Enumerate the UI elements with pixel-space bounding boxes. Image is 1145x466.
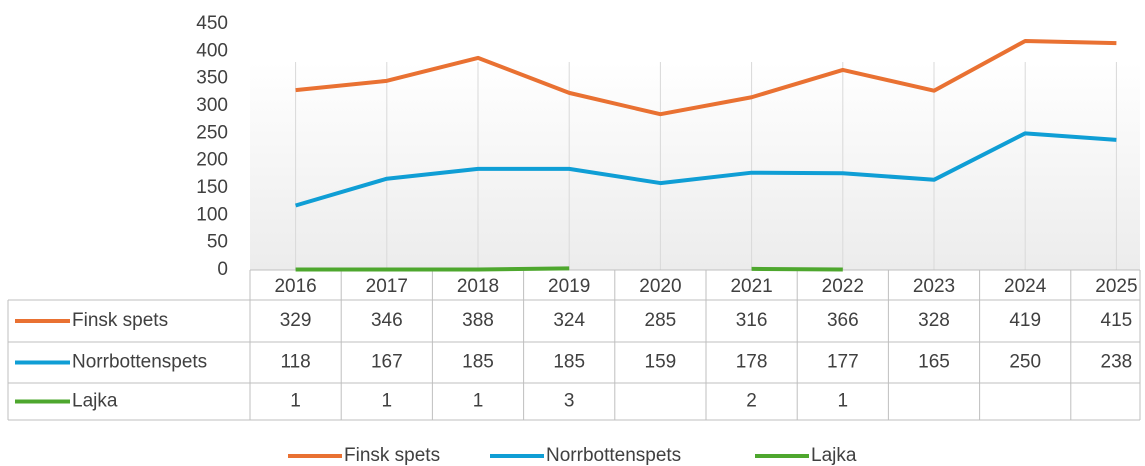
plot-area <box>250 62 1140 270</box>
table-value: 238 <box>1101 352 1133 373</box>
table-row-label: Norrbottenspets <box>72 352 207 373</box>
table-value: 159 <box>645 352 677 373</box>
x-tick-label: 2016 <box>274 276 316 297</box>
y-tick-label: 0 <box>217 259 228 280</box>
table-value: 1 <box>382 391 393 412</box>
x-tick-label: 2025 <box>1095 276 1137 297</box>
table-value: 329 <box>280 310 312 331</box>
table-value: 346 <box>371 310 403 331</box>
table-value: 178 <box>736 352 768 373</box>
table-value: 1 <box>290 391 301 412</box>
x-tick-label: 2019 <box>548 276 590 297</box>
table-value: 285 <box>645 310 677 331</box>
table-value: 185 <box>553 352 585 373</box>
table-row-label: Lajka <box>72 391 118 412</box>
legend-label: Finsk spets <box>344 445 440 466</box>
series-line <box>295 131 1117 208</box>
table-value: 185 <box>462 352 494 373</box>
table-value: 388 <box>462 310 494 331</box>
table-value: 419 <box>1009 310 1041 331</box>
y-tick-label: 200 <box>196 150 228 171</box>
x-tick-label: 2022 <box>822 276 864 297</box>
series-line <box>295 38 1117 117</box>
y-tick-label: 400 <box>196 40 228 61</box>
table-value: 3 <box>564 391 575 412</box>
x-tick-label: 2018 <box>457 276 499 297</box>
legend-label: Norrbottenspets <box>546 445 681 466</box>
table-value: 177 <box>827 352 859 373</box>
y-tick-label: 100 <box>196 204 228 225</box>
table-value: 250 <box>1009 352 1041 373</box>
x-tick-label: 2021 <box>730 276 772 297</box>
table-row-label: Finsk spets <box>72 310 168 331</box>
table-value: 316 <box>736 310 768 331</box>
table-value: 324 <box>553 310 585 331</box>
x-tick-label: 2023 <box>913 276 955 297</box>
y-tick-label: 350 <box>196 68 228 89</box>
table-value: 118 <box>280 352 310 373</box>
table-value: 2 <box>746 391 757 412</box>
x-tick-label: 2024 <box>1004 276 1047 297</box>
table-value: 1 <box>838 391 849 412</box>
table-value: 328 <box>918 310 950 331</box>
table-value: 415 <box>1101 310 1133 331</box>
series-line <box>295 266 570 272</box>
x-tick-label: 2017 <box>366 276 408 297</box>
table-value: 165 <box>918 352 950 373</box>
y-tick-label: 150 <box>196 177 228 198</box>
table-value: 366 <box>827 310 859 331</box>
series-line <box>751 266 843 272</box>
y-tick-label: 300 <box>196 95 228 116</box>
x-tick-label: 2020 <box>639 276 681 297</box>
legend-label: Lajka <box>811 445 857 466</box>
y-tick-label: 250 <box>196 122 228 143</box>
table-value: 1 <box>473 391 484 412</box>
table-value: 167 <box>371 352 403 373</box>
y-tick-label: 50 <box>207 232 228 253</box>
y-tick-label: 450 <box>196 13 228 34</box>
